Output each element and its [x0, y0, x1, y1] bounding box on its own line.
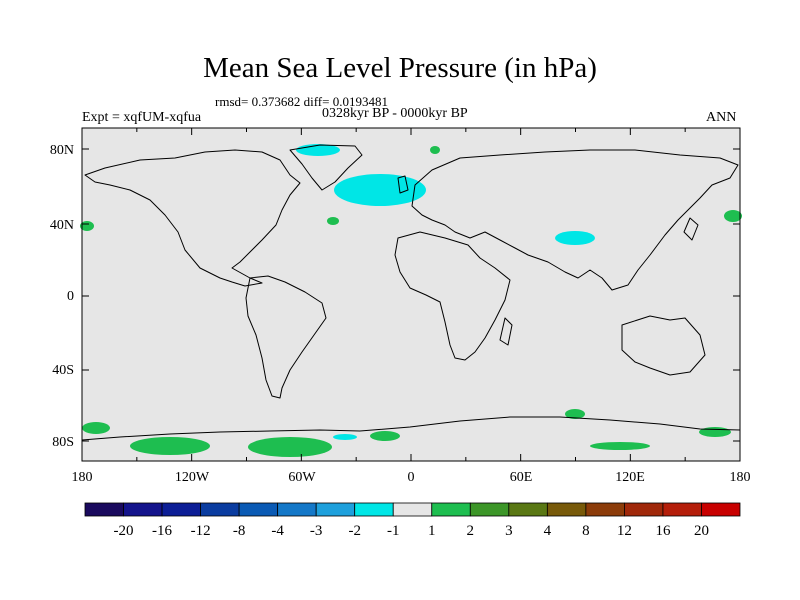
colorbar-swatch	[508, 502, 548, 517]
coast-greenland	[289, 144, 363, 191]
colorbar-label: 2	[467, 523, 475, 539]
lon-label: 120W	[175, 470, 210, 485]
colorbar-label: -1	[387, 523, 400, 539]
colorbar-label: -20	[114, 523, 134, 539]
coast-south-america	[245, 275, 327, 399]
lat-label: 80S	[52, 435, 74, 450]
colorbar-swatch	[238, 502, 279, 517]
colorbar-swatch	[546, 502, 587, 517]
anomaly-antarctic-small	[333, 434, 357, 440]
colorbar-label: -4	[271, 523, 284, 539]
lon-label: 60E	[510, 470, 533, 485]
lat-label: 0	[67, 289, 74, 304]
colorbar-label: -16	[152, 523, 172, 539]
anomaly-pacific-east	[724, 210, 742, 222]
colorbar-swatch	[431, 502, 471, 517]
positive-anomaly-regions	[80, 146, 742, 457]
chart-title: Mean Sea Level Pressure (in hPa)	[203, 52, 597, 84]
anomaly-antarctic-3	[370, 431, 400, 441]
colorbar-label: 3	[505, 523, 513, 539]
lat-label: 80N	[50, 143, 74, 158]
coast-japan	[683, 217, 699, 241]
stats-label: rmsd= 0.373682 diff= 0.0193481	[215, 94, 388, 109]
coast-north-america	[84, 149, 301, 287]
colorbar-swatch	[392, 502, 433, 517]
experiment-label: Expt = xqfUM-xqfua	[82, 110, 202, 125]
coast-madagascar	[499, 317, 513, 346]
colorbar-swatch	[123, 502, 163, 517]
longitude-labels: 180 120W 60W 0 60E 120E 180	[72, 470, 751, 485]
anomaly-arctic	[430, 146, 440, 154]
anomaly-tibet	[555, 231, 595, 245]
colorbar-label: 4	[544, 523, 552, 539]
colorbar-swatch	[662, 502, 702, 517]
lon-label: 180	[730, 470, 751, 485]
colorbar-label: 8	[582, 523, 590, 539]
lon-label: 60W	[288, 470, 316, 485]
anomaly-atlantic-small	[327, 217, 339, 225]
anomaly-antarctic-4	[565, 409, 585, 419]
lat-label: 40N	[50, 218, 74, 233]
colorbar-label: -8	[233, 523, 246, 539]
coast-africa	[394, 231, 511, 361]
colorbar-label: -12	[191, 523, 211, 539]
lon-label: 180	[72, 470, 93, 485]
colorbar	[84, 502, 741, 517]
colorbar-swatch	[354, 502, 394, 517]
latitude-labels: 80N 40N 0 40S 80S	[50, 143, 74, 450]
colorbar-swatch	[200, 502, 240, 517]
lat-label: 40S	[52, 363, 74, 378]
colorbar-label: 1	[428, 523, 436, 539]
colorbar-label: -3	[310, 523, 323, 539]
period-label: 0328kyr BP - 0000kyr BP	[322, 106, 468, 121]
colorbar-swatch	[469, 502, 510, 517]
colorbar-swatch	[161, 502, 201, 517]
coast-uk	[397, 175, 409, 194]
colorbar-swatch	[315, 502, 356, 517]
anomaly-antarctic-5	[590, 442, 650, 450]
map-background	[82, 128, 740, 461]
coast-australia	[621, 315, 706, 376]
anomaly-south-pacific	[82, 422, 110, 434]
colorbar-label: 12	[617, 523, 632, 539]
colorbar-swatch	[624, 502, 664, 517]
colorbar-label: 20	[694, 523, 709, 539]
lon-label: 0	[408, 470, 415, 485]
colorbar-swatch	[84, 502, 124, 517]
anomaly-antarctic-6	[699, 427, 731, 437]
axis-ticks	[81, 128, 741, 461]
colorbar-swatch	[701, 502, 741, 517]
colorbar-swatch	[585, 502, 625, 517]
coast-antarctica	[81, 416, 741, 441]
colorbar-label: -2	[348, 523, 361, 539]
coast-eurasia	[411, 149, 739, 291]
lon-label: 120E	[615, 470, 645, 485]
anomaly-north-atlantic	[334, 174, 426, 206]
colorbar-label: 16	[655, 523, 671, 539]
anomaly-antarctic-2	[248, 437, 332, 457]
anomaly-antarctic-1	[130, 437, 210, 455]
colorbar-labels: -20 -16 -12 -8 -4 -3 -2 -1 1 2 3 4 8 12 16 20	[114, 523, 709, 539]
coastlines	[81, 144, 741, 441]
colorbar-swatch	[277, 502, 317, 517]
season-label: ANN	[706, 110, 737, 125]
map-panel	[80, 127, 742, 462]
